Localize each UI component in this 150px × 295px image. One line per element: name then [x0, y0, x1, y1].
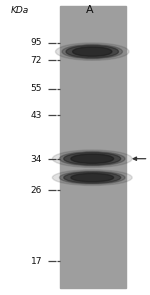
Ellipse shape — [66, 45, 118, 58]
Text: KDa: KDa — [10, 6, 29, 15]
Ellipse shape — [64, 153, 121, 165]
Ellipse shape — [59, 171, 125, 184]
Ellipse shape — [62, 45, 122, 59]
Text: 43: 43 — [31, 111, 42, 119]
Text: 26: 26 — [31, 186, 42, 195]
Text: A: A — [86, 5, 94, 15]
Text: 95: 95 — [30, 38, 42, 47]
Bar — [60, 6, 126, 288]
Ellipse shape — [73, 47, 112, 56]
Ellipse shape — [71, 154, 114, 163]
Text: 34: 34 — [31, 155, 42, 164]
Ellipse shape — [71, 173, 114, 182]
Ellipse shape — [52, 170, 132, 186]
Ellipse shape — [52, 150, 132, 167]
Text: 72: 72 — [31, 56, 42, 65]
Text: 55: 55 — [30, 84, 42, 93]
Text: 17: 17 — [30, 257, 42, 266]
Ellipse shape — [56, 43, 129, 60]
Ellipse shape — [59, 152, 125, 166]
Ellipse shape — [64, 172, 121, 183]
